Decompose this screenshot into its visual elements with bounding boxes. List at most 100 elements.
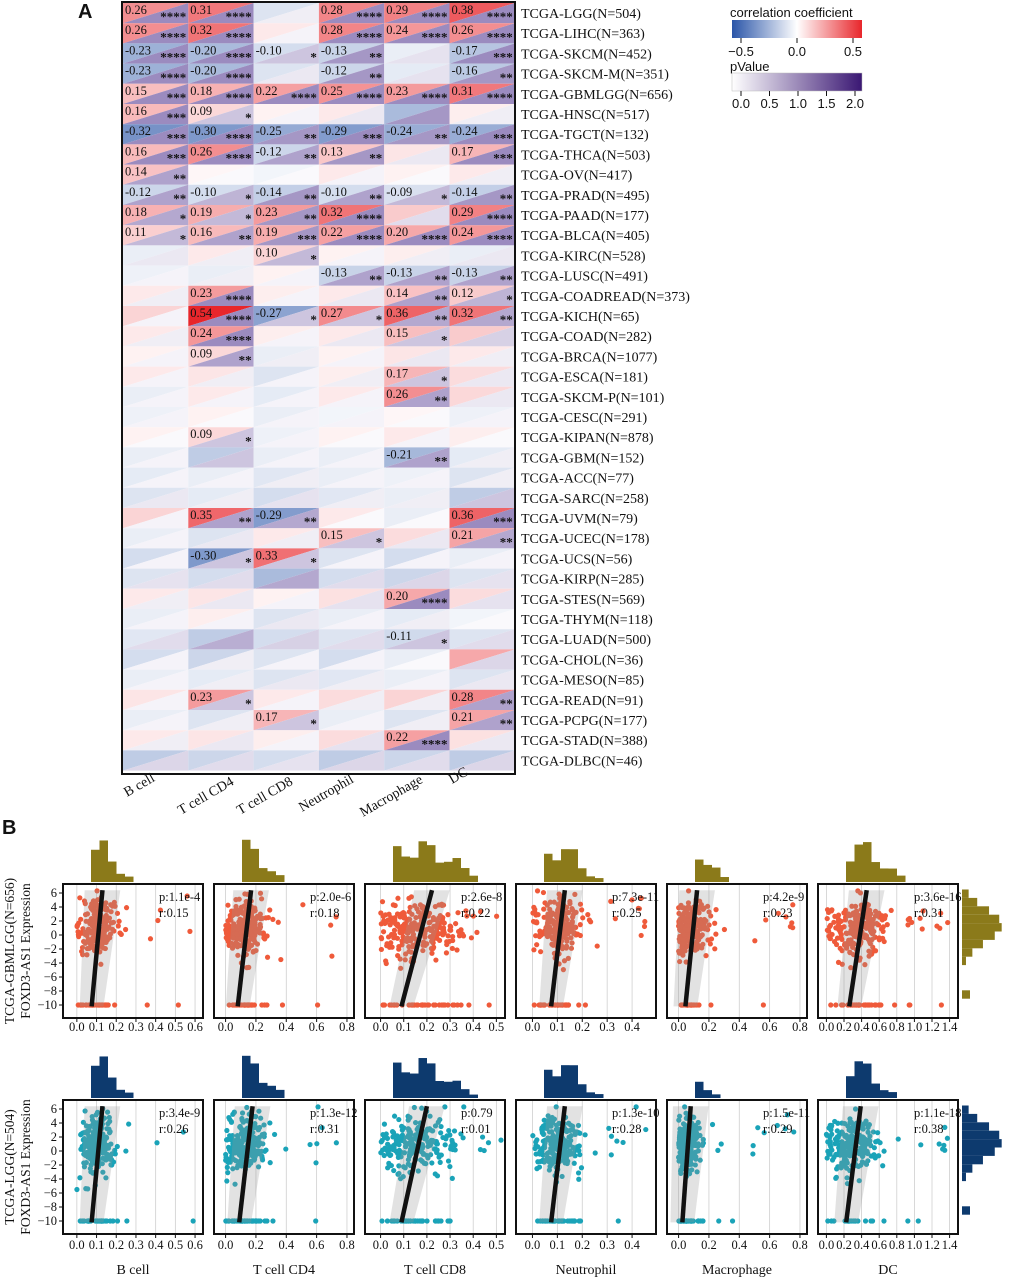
heatmap-cell: -0.24 *** [449,124,515,145]
correlation-triangle [449,366,515,387]
heatmap-cell [384,144,450,165]
correlation-triangle [253,225,319,246]
scatter-point [378,936,385,942]
pvalue-triangle [318,23,385,44]
confidence-band [389,890,450,1007]
marginal-histogram-bar [962,889,969,898]
pvalue-triangle [253,568,319,589]
scatter-point [126,1121,132,1127]
histogram-bar [854,1061,863,1098]
significance-stars: ** [173,191,186,206]
scatter-point [552,931,558,937]
correlation-triangle [123,750,189,771]
scatter-point [99,1002,105,1008]
pvalue-triangle [253,467,319,488]
pvalue-triangle [318,265,385,286]
heatmap-cell: 0.15 * [384,326,450,347]
correlation-value: 0.24 [452,225,475,239]
scatter-point [783,914,789,920]
pvalue-triangle [449,669,515,690]
significance-stars: *** [493,514,513,529]
scatter-point [565,955,571,961]
scatter-point [271,1131,278,1138]
pvalue-triangle [384,104,450,125]
correlation-triangle [123,265,189,286]
scatter-point [775,910,781,916]
heatmap-cell [188,245,254,266]
x-tick-label: 0.4 [465,1238,481,1252]
immune-cell-axis-label: T cell CD8 [404,1263,466,1278]
scatter-point [541,914,547,920]
heatmap-cell: -0.29 *** [318,124,385,145]
correlation-triangle [318,184,385,205]
scatter-point [240,917,246,923]
correlation-triangle [449,730,515,751]
correlation-triangle [318,508,385,529]
scatter-point [223,1157,229,1163]
pvalue-triangle [449,487,515,508]
scatter-point [638,895,644,901]
regression-line [548,889,568,1007]
heatmap-cell [253,568,319,589]
correlation-value: -0.30 [190,548,216,562]
correlation-triangle [253,467,319,488]
pvalue-triangle [449,346,515,367]
pvalue-triangle [123,104,189,125]
y-axis-label: TCGA-GBMLGG(N=656) [2,878,17,1024]
correlation-value: 0.25 [321,84,343,98]
scatter-point [386,934,392,940]
subplot-frame [515,883,657,1019]
scatter-point [433,922,440,929]
scatter-point [905,922,911,928]
scatter-point [563,936,569,942]
heatmap-cell: 0.32 **** [188,23,254,44]
scatter-point [101,916,107,923]
immune-cell-axis-label: DC [878,1263,897,1278]
correlation-legend: correlation coefficient −0.5 0.0 0.5 [728,5,862,59]
pvalue-triangle [188,467,254,488]
scatter-point [677,958,683,965]
scatter-point [90,944,96,950]
pvalue-triangle [318,306,385,327]
scatter-point [450,933,456,940]
pvalue-triangle [253,326,319,347]
scatter-point [434,935,440,941]
panel-a-label: A [78,1,92,23]
correlation-triangle [318,23,385,44]
scatter-subplot: p:1.1e-18r:0.380.0 0.2 0.4 0.6 0.8 1.0 1.2 1.4D… [817,1061,962,1278]
correlation-triangle [123,609,189,630]
heatmap-cell [318,467,385,488]
correlation-triangle [318,225,385,246]
correlation-triangle [123,83,189,104]
pvalue-triangle [449,568,515,589]
scatter-point [936,1141,942,1147]
x-tick-label: 0.8 [339,1238,355,1252]
scatter-point [708,913,714,919]
pvalue-triangle [318,467,385,488]
cancer-type-label: TCGA-COADREAD(N=373) [521,290,690,305]
scatter-subplot: p:7.3e-11r:0.250.0 0.1 0.2 0.3 0.4 [515,849,659,1034]
correlation-triangle [384,225,450,246]
p-value-text: p:0.79 [461,1106,493,1120]
confidence-band [79,890,121,1007]
correlation-triangle [384,467,450,488]
scatter-point [122,926,129,933]
marginal-histogram-bar [962,1113,978,1123]
pvalue-triangle [188,144,254,165]
heatmap-cell [384,427,450,448]
heatmap-cell: 0.16 *** [123,104,189,125]
scatter-point [445,1158,452,1164]
correlation-value: -0.13 [321,43,347,57]
histogram-bar [880,1090,889,1098]
scatter-point [99,943,105,949]
correlation-triangle [188,487,254,508]
pvalue-triangle [188,508,254,529]
correlation-triangle [188,144,254,165]
x-tick-label: 0.0 [69,1238,85,1252]
scatter-point [566,909,572,916]
marginal-histogram-bar [962,1147,995,1156]
pvalue-triangle [384,568,450,589]
scatter-point [94,888,100,894]
scatter-point [494,913,500,919]
scatter-point [385,1165,391,1171]
